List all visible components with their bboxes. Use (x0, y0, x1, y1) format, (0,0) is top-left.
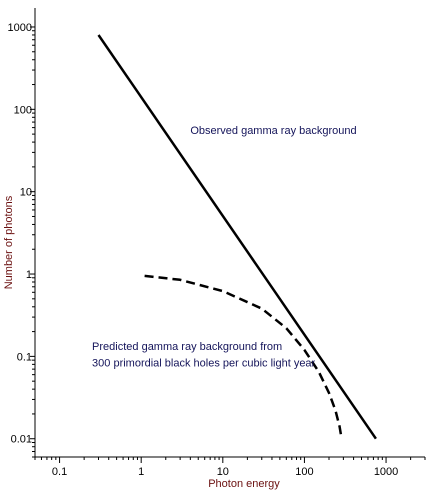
annotations: Observed gamma ray background Predicted g… (92, 125, 357, 370)
observed-series-line (97, 34, 377, 440)
predicted-series-line (144, 274, 343, 439)
y-tick-label: 10 (20, 187, 32, 199)
y-tick-label: 1000 (8, 22, 32, 34)
y-tick-label: 1 (26, 269, 32, 281)
y-tick-label: 0.1 (17, 351, 32, 363)
y-tick-label: 100 (14, 104, 32, 116)
x-tick-label: 1000 (374, 466, 398, 478)
x-tick-label: 100 (295, 466, 313, 478)
annotation-label: Predicted gamma ray background from (92, 341, 282, 353)
y-tick-label: 0.01 (11, 434, 32, 446)
series (97, 34, 377, 440)
axes (34, 8, 425, 458)
x-tick-label: 10 (217, 466, 229, 478)
annotation-label: 300 primordial black holes per cubic lig… (92, 358, 316, 370)
x-tick-label: 0.1 (52, 466, 67, 478)
ticks: 0.01 0.1 1 10 100 1000 0.1 1 10 100 1000 (8, 22, 426, 478)
annotation-label: Observed gamma ray background (190, 125, 356, 137)
x-axis-title: Photon energy (208, 478, 280, 490)
x-tick-label: 1 (138, 466, 144, 478)
y-axis-title: Number of photons (3, 195, 15, 289)
